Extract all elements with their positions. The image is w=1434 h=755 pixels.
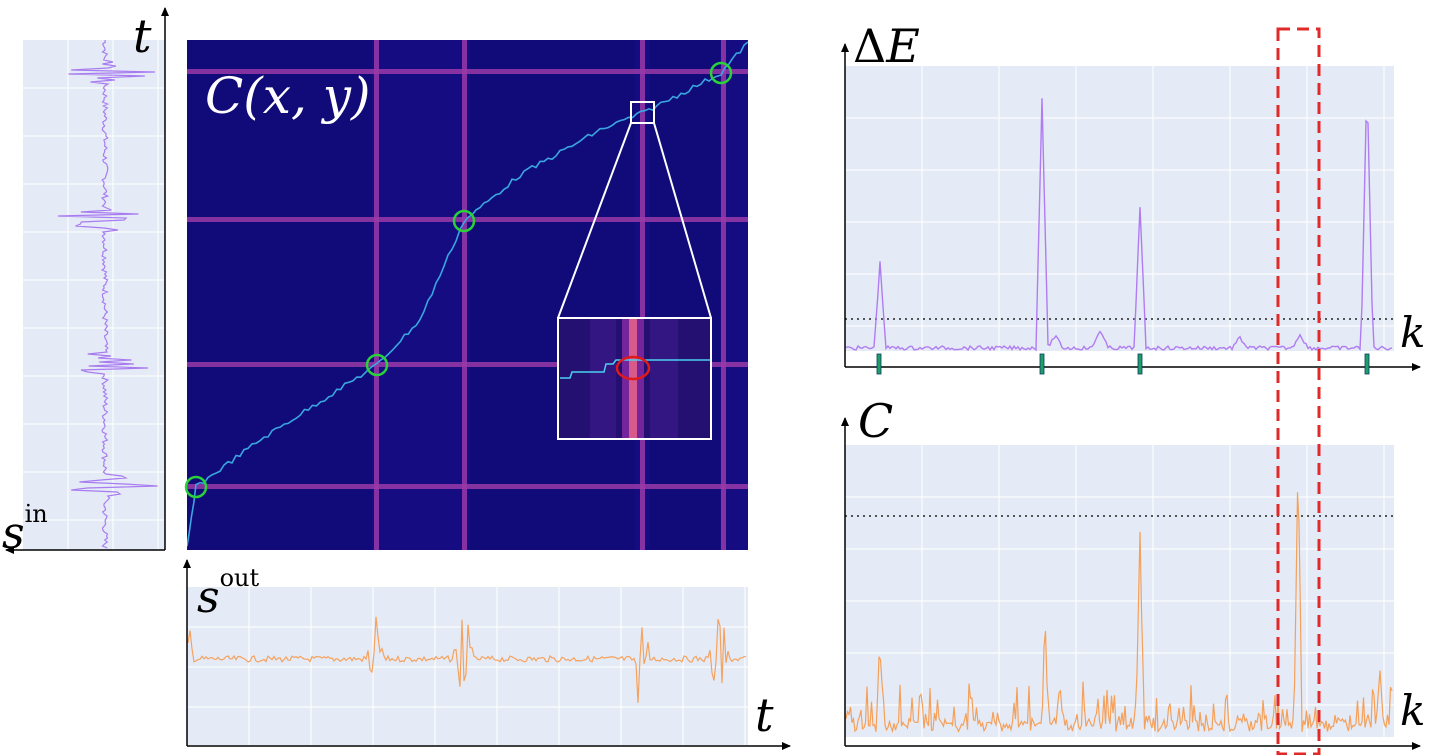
s-in-panel: t sin	[2, 7, 169, 559]
boundary-tick-2	[1039, 353, 1045, 375]
heatmap-dark-band	[650, 40, 720, 550]
alignment-marker-3	[452, 209, 476, 233]
c-line	[845, 492, 1393, 734]
k-axis-label-top: k	[1400, 308, 1425, 357]
zoom-source-box	[630, 101, 655, 124]
zoom-inset	[558, 318, 711, 439]
boundary-tick-4	[1364, 353, 1370, 375]
heatmap-dark-bands	[187, 40, 720, 550]
delta-e-background	[845, 66, 1394, 351]
heatmap-hline-3	[187, 362, 748, 367]
alignment-marker-1	[184, 475, 208, 499]
c-panel: C k	[841, 394, 1425, 750]
delta-e-line	[845, 98, 1393, 352]
c-label: C	[858, 394, 893, 448]
s-out-panel: sout t	[183, 559, 791, 750]
s-in-gridlines	[23, 40, 165, 550]
heatmap-horizontal-lines	[187, 69, 748, 489]
k-axis-label-bottom: k	[1400, 686, 1425, 735]
s-in-signal-line	[57, 39, 158, 549]
heatmap-vline-3	[640, 40, 645, 550]
delta-e-label: ΔE	[853, 19, 920, 73]
delta-e-label-e: E	[885, 19, 920, 73]
t-axis-label-bottom: t	[755, 688, 774, 742]
s-out-signal-line	[187, 616, 746, 703]
alignment-marker-2	[365, 353, 389, 377]
s-out-label: sout	[197, 564, 260, 623]
heatmap-vline-1	[374, 40, 379, 550]
boundary-tick-3	[1137, 353, 1143, 375]
zoom-connector-left	[557, 122, 632, 319]
cost-matrix-heatmap: C(x, y)	[184, 40, 748, 550]
heatmap-hline-4	[187, 484, 748, 489]
s-out-background	[187, 587, 748, 745]
s-in-background	[23, 40, 165, 550]
zoom-inset-frame	[557, 317, 712, 440]
c-background	[845, 445, 1394, 737]
delta-e-boundary-ticks	[876, 353, 1370, 375]
heatmap-hline-1	[187, 69, 748, 74]
cost-matrix-label: C(x, y)	[205, 67, 371, 125]
alignment-marker-4	[709, 61, 733, 85]
s-in-label: sin	[2, 500, 48, 559]
s-out-label-sup: out	[220, 564, 260, 592]
heatmap-dark-band	[187, 40, 372, 550]
heatmap-dark-band	[470, 40, 635, 550]
s-in-label-base: s	[2, 508, 25, 559]
heatmap-hline-2	[187, 217, 748, 222]
highlight-box	[1276, 27, 1321, 755]
heatmap-vline-2	[462, 40, 467, 550]
heatmap-vertical-lines	[374, 40, 726, 550]
s-out-label-base: s	[197, 572, 220, 623]
zoom-inset-band-left	[590, 318, 616, 439]
zoom-inset-path	[560, 359, 711, 379]
heatmap-vline-4	[721, 40, 726, 550]
t-axis-label-left: t	[133, 9, 152, 63]
boundary-tick-1	[876, 353, 882, 375]
zoom-inset-red-marker	[615, 355, 651, 381]
c-gridlines	[845, 445, 1394, 737]
delta-e-panel: ΔE k	[841, 19, 1425, 375]
s-in-label-sup: in	[25, 500, 48, 528]
delta-e-label-delta: Δ	[853, 19, 886, 73]
delta-e-gridlines	[845, 66, 1394, 351]
zoom-connector-right	[653, 122, 712, 319]
zoom-inset-band-right	[650, 318, 678, 439]
